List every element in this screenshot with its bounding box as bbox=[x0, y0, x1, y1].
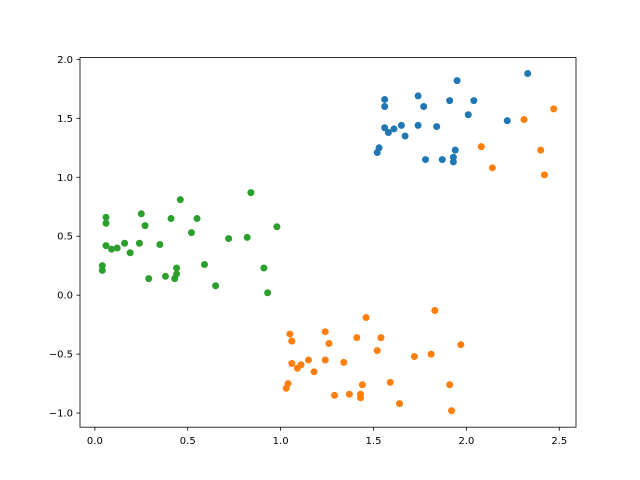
point bbox=[135, 239, 143, 247]
point bbox=[384, 128, 392, 136]
point bbox=[503, 117, 511, 125]
point bbox=[540, 171, 548, 179]
y-tick-label: 1.0 bbox=[57, 173, 73, 184]
point bbox=[187, 229, 195, 237]
point bbox=[422, 156, 430, 164]
point bbox=[414, 121, 422, 129]
point bbox=[297, 361, 305, 369]
point bbox=[377, 334, 385, 342]
point bbox=[390, 125, 398, 133]
point bbox=[373, 347, 381, 355]
point bbox=[260, 264, 268, 272]
point bbox=[193, 215, 201, 223]
point bbox=[381, 103, 389, 111]
point bbox=[102, 242, 110, 250]
point bbox=[427, 350, 435, 358]
point bbox=[171, 275, 179, 283]
point bbox=[457, 341, 465, 349]
point bbox=[446, 97, 454, 105]
point bbox=[470, 97, 478, 105]
point bbox=[225, 235, 233, 243]
point bbox=[438, 156, 446, 164]
point bbox=[310, 368, 318, 376]
point bbox=[414, 92, 422, 100]
point bbox=[273, 223, 281, 231]
point bbox=[137, 210, 145, 218]
point bbox=[331, 391, 339, 399]
point bbox=[396, 400, 404, 408]
point bbox=[420, 103, 428, 111]
point bbox=[520, 115, 528, 123]
point bbox=[362, 314, 370, 322]
point bbox=[451, 146, 459, 154]
point bbox=[145, 275, 153, 283]
point bbox=[102, 213, 110, 221]
y-tick-label: 2.0 bbox=[57, 55, 73, 66]
y-tick-label: −0.5 bbox=[49, 350, 73, 361]
point bbox=[321, 328, 329, 336]
point bbox=[397, 121, 405, 129]
point bbox=[353, 334, 361, 342]
point bbox=[325, 339, 333, 347]
point bbox=[321, 356, 329, 364]
point bbox=[431, 306, 439, 314]
point bbox=[102, 219, 110, 227]
y-tick-label: 0.0 bbox=[57, 291, 73, 302]
x-tick-label: 1.5 bbox=[366, 436, 382, 447]
point bbox=[386, 378, 394, 386]
point bbox=[357, 394, 365, 402]
point bbox=[173, 264, 181, 272]
point bbox=[161, 272, 169, 280]
point bbox=[358, 381, 366, 389]
point bbox=[464, 111, 472, 119]
point bbox=[488, 164, 496, 172]
x-tick-label: 2.5 bbox=[551, 436, 567, 447]
plot-frame bbox=[79, 57, 577, 428]
point bbox=[113, 244, 121, 252]
point bbox=[446, 381, 454, 389]
point bbox=[373, 149, 381, 157]
point bbox=[381, 124, 389, 132]
point bbox=[156, 240, 164, 248]
point bbox=[121, 239, 129, 247]
point bbox=[453, 77, 461, 85]
point bbox=[381, 95, 389, 103]
point bbox=[550, 105, 558, 113]
point bbox=[176, 196, 184, 204]
x-tick-label: 0.5 bbox=[180, 436, 196, 447]
point bbox=[433, 123, 441, 131]
x-tick-label: 0.0 bbox=[87, 436, 103, 447]
point bbox=[340, 358, 348, 366]
y-tick-label: 1.5 bbox=[57, 114, 73, 125]
point bbox=[126, 249, 134, 257]
point bbox=[288, 337, 296, 345]
point bbox=[288, 360, 296, 368]
point bbox=[345, 390, 353, 398]
point bbox=[200, 261, 208, 269]
point bbox=[448, 407, 456, 415]
point bbox=[212, 282, 220, 290]
point bbox=[410, 352, 418, 360]
y-tick-label: −1.0 bbox=[49, 409, 73, 420]
point bbox=[247, 189, 255, 197]
point bbox=[537, 146, 545, 154]
point bbox=[167, 215, 175, 223]
point bbox=[98, 266, 106, 274]
point bbox=[282, 384, 290, 392]
x-tick-label: 1.0 bbox=[273, 436, 289, 447]
point bbox=[264, 289, 272, 297]
point bbox=[524, 70, 532, 78]
point bbox=[243, 233, 251, 241]
point bbox=[141, 222, 149, 230]
point bbox=[304, 356, 312, 364]
point bbox=[108, 245, 116, 253]
point bbox=[286, 330, 294, 338]
point bbox=[401, 132, 409, 140]
point bbox=[477, 143, 485, 151]
x-tick-label: 2.0 bbox=[458, 436, 474, 447]
point bbox=[449, 158, 457, 166]
y-tick-label: 0.5 bbox=[57, 232, 73, 243]
